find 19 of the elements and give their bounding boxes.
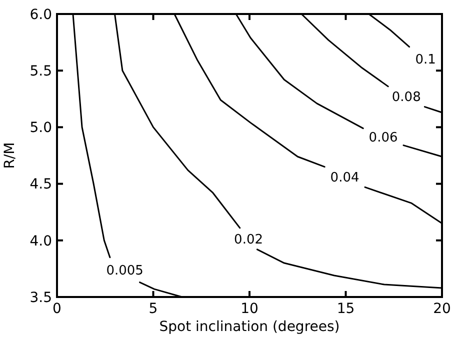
x-tick-label: 15 — [336, 301, 355, 317]
x-tick-label: 20 — [433, 301, 451, 317]
x-tick-label: 5 — [148, 301, 158, 317]
x-axis-title: Spot inclination (degrees) — [159, 319, 340, 335]
y-axis-title: R/M — [2, 142, 18, 169]
x-tick-label: 10 — [240, 301, 258, 317]
y-tick-label: 3.5 — [30, 290, 52, 306]
series-label: 0.04 — [330, 170, 360, 186]
y-tick-label: 4.5 — [30, 176, 52, 193]
series-label: 0.02 — [234, 232, 264, 248]
series-label: 0.005 — [106, 263, 144, 278]
y-tick-label: 5.5 — [30, 64, 52, 80]
y-tick-label: 6.0 — [30, 6, 52, 23]
y-tick-label: 4.0 — [30, 233, 52, 250]
y-tick-label: 5.0 — [30, 120, 52, 136]
series-label: 0.08 — [392, 90, 421, 106]
x-tick-label: 0 — [52, 301, 62, 317]
series-label: 0.1 — [415, 52, 436, 68]
series-label: 0.06 — [368, 130, 398, 146]
